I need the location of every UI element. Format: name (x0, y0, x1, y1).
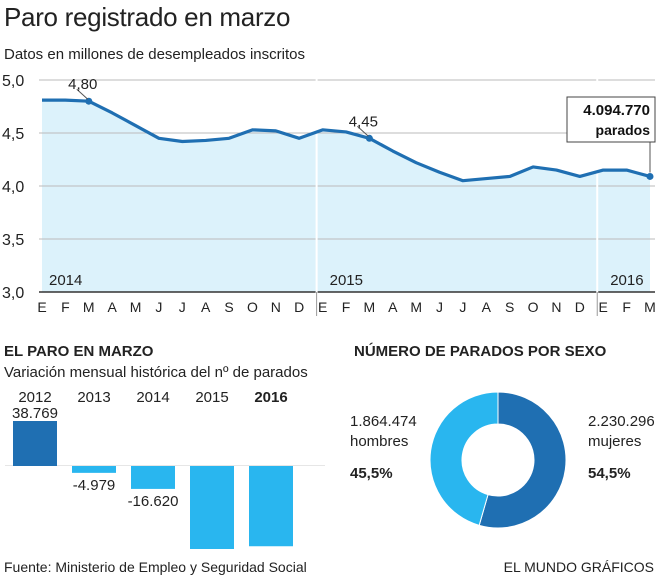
donut-slice (429, 391, 499, 526)
bar-category-label: 2014 (136, 389, 169, 406)
page-title: Paro registrado en marzo (4, 2, 291, 32)
bar-category-label: 2012 (18, 389, 51, 406)
series-line (42, 98, 651, 183)
callout-box (566, 96, 656, 143)
page-subtitle: Datos en millones de desempleados inscri… (4, 46, 305, 63)
data-point (646, 172, 654, 180)
y-tick-label: 3,0 (2, 285, 24, 302)
callout-unit: parados (596, 122, 651, 138)
area-fill (42, 100, 650, 292)
x-tick-label: M (130, 299, 142, 315)
year-label: 2016 (610, 272, 643, 289)
bar-section-subtitle: Variación mensual histórica del nº de pa… (4, 364, 308, 381)
credit-note: EL MUNDO GRÁFICOS (503, 559, 654, 575)
x-tick-label: M (83, 299, 95, 315)
x-tick-label: F (61, 299, 70, 315)
data-point (85, 97, 93, 105)
y-tick-label: 4,5 (2, 126, 24, 143)
x-tick-label: J (459, 299, 466, 315)
women-pct-label: 54,5% (588, 465, 631, 482)
x-tick-label: N (551, 299, 561, 315)
men-name-label: hombres (350, 433, 408, 450)
annotation-leader (357, 125, 369, 137)
donut-slice (478, 391, 567, 529)
x-tick-label: E (37, 299, 46, 315)
x-tick-label: M (644, 299, 656, 315)
bar (13, 421, 57, 466)
bar-category-label: 2015 (195, 389, 228, 406)
year-label: 2015 (330, 272, 363, 289)
x-tick-label: D (575, 299, 585, 315)
bar-section-title: EL PARO EN MARZO (4, 343, 154, 360)
bar-category-label: 2016 (254, 389, 287, 406)
donut-section-title: NÚMERO DE PARADOS POR SEXO (354, 343, 607, 360)
source-note: Fuente: Ministerio de Empleo y Seguridad… (4, 559, 307, 575)
callout-value: 4.094.770 (583, 102, 650, 119)
x-tick-label: S (505, 299, 514, 315)
bar (249, 466, 293, 547)
women-name-label: mujeres (588, 433, 641, 450)
x-tick-label: D (294, 299, 304, 315)
bar-value-label: -16.620 (128, 493, 179, 510)
annotation-label: 4,80 (68, 76, 97, 93)
y-tick-label: 3,5 (2, 232, 24, 249)
x-tick-label: J (436, 299, 443, 315)
data-point (365, 134, 373, 142)
men-value-label: 1.864.474 (350, 413, 417, 430)
year-label: 2014 (49, 272, 82, 289)
x-tick-label: J (179, 299, 186, 315)
bar (72, 466, 116, 473)
x-tick-label: A (388, 299, 398, 315)
men-pct-label: 45,5% (350, 465, 393, 482)
x-tick-label: A (201, 299, 211, 315)
bar-value-label: -4.979 (73, 477, 116, 494)
x-tick-label: J (155, 299, 162, 315)
y-tick-label: 4,0 (2, 179, 24, 196)
x-tick-label: M (410, 299, 422, 315)
bar (190, 466, 234, 549)
women-value-label: 2.230.296 (588, 413, 655, 430)
bar-category-label: 2013 (77, 389, 110, 406)
x-tick-label: M (364, 299, 376, 315)
y-tick-label: 5,0 (2, 73, 24, 90)
x-tick-label: E (599, 299, 608, 315)
x-tick-label: A (107, 299, 117, 315)
x-tick-label: A (482, 299, 492, 315)
x-tick-label: N (271, 299, 281, 315)
bar-value-label: 38.769 (12, 405, 58, 422)
bar (131, 466, 175, 489)
annotation-label: 4,45 (349, 113, 378, 130)
x-tick-label: F (622, 299, 631, 315)
x-tick-label: S (224, 299, 233, 315)
donut-chart: 1.864.474 hombres 45,5% 2.230.296 mujeres 54,… (350, 391, 655, 529)
x-tick-label: O (528, 299, 539, 315)
x-tick-label: E (318, 299, 327, 315)
x-tick-label: F (342, 299, 351, 315)
bar-chart: 201238.7692013-4.9792014-16.6202015-60.2… (5, 389, 325, 549)
annotation-leader (76, 88, 89, 100)
x-tick-label: O (247, 299, 258, 315)
